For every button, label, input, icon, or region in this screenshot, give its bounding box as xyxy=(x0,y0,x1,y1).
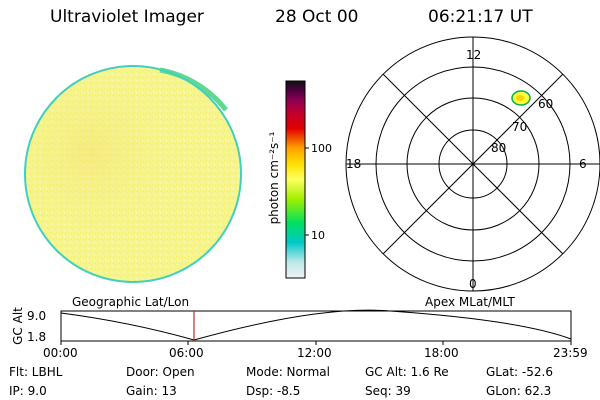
glat-info: GLat: -52.6 xyxy=(486,365,553,379)
mode-info: Mode: Normal xyxy=(246,365,330,379)
x-label-2359: 23:59 xyxy=(553,346,588,360)
colorbar-unit-label: photon cm⁻²s⁻¹ xyxy=(267,131,281,225)
mlt-label-12: 12 xyxy=(466,48,482,62)
colorbar-label-100: 100 xyxy=(311,142,332,155)
seq-info: Seq: 39 xyxy=(365,384,411,398)
lat-label-80: 80 xyxy=(491,141,507,155)
mlt-label-00: 0 xyxy=(469,277,477,291)
gc-alt-info: GC Alt: 1.6 Re xyxy=(365,365,449,379)
x-label-1200: 12:00 xyxy=(297,346,332,360)
geographic-coord-label: Geographic Lat/Lon xyxy=(72,295,190,309)
earth-image xyxy=(24,65,242,283)
filter-info: Flt: LBHL xyxy=(9,365,63,379)
earth-rim xyxy=(24,65,242,283)
mlt-label-18: 18 xyxy=(346,157,362,171)
altitude-curve xyxy=(60,309,572,341)
lat-label-70: 70 xyxy=(512,120,528,134)
y-max-label: 9.0 xyxy=(27,309,47,323)
auroral-blob-core xyxy=(516,95,524,101)
x-label-0600: 06:00 xyxy=(169,346,204,360)
time-label: 06:21:17 UT xyxy=(428,7,533,27)
colorbar xyxy=(285,80,306,279)
apex-coord-label: Apex MLat/MLT xyxy=(425,295,515,309)
lat-label-60: 60 xyxy=(538,97,554,111)
timeline-plot xyxy=(60,309,572,345)
ip-info: IP: 9.0 xyxy=(9,384,47,398)
door-info: Door: Open xyxy=(126,365,195,379)
mlt-label-06: 6 xyxy=(579,157,587,171)
gain-info: Gain: 13 xyxy=(126,384,177,398)
y-axis-label: GC Alt xyxy=(11,307,25,345)
polar-diagonal-2 xyxy=(382,73,564,255)
polar-plot xyxy=(345,36,600,292)
instrument-title: Ultraviolet Imager xyxy=(50,7,204,27)
date-label: 28 Oct 00 xyxy=(275,7,359,27)
y-min-label: 1.8 xyxy=(27,330,47,344)
colorbar-label-10: 10 xyxy=(311,229,325,242)
glon-info: GLon: 62.3 xyxy=(486,384,552,398)
dsp-info: Dsp: -8.5 xyxy=(246,384,301,398)
x-label-0000: 00:00 xyxy=(43,346,78,360)
x-label-1800: 18:00 xyxy=(424,346,459,360)
